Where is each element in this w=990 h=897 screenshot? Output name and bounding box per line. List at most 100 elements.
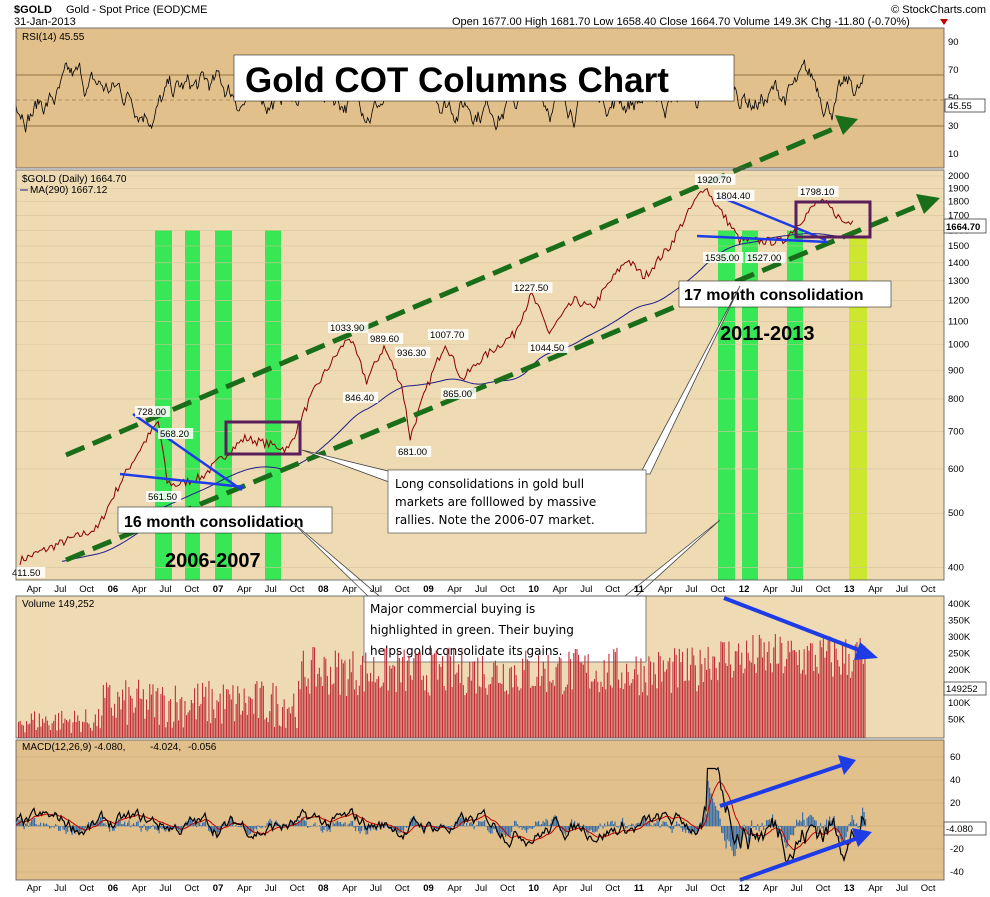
macd-histogram-bar	[359, 826, 361, 834]
volume-bar	[309, 693, 311, 738]
volume-bar	[181, 697, 183, 738]
x-label-macd: Oct	[184, 883, 199, 894]
volume-bar	[232, 685, 234, 738]
price-tick-label: 1100	[948, 316, 968, 327]
macd-histogram-bar	[29, 822, 31, 827]
volume-bar	[550, 682, 552, 738]
macd-histogram-bar	[817, 826, 819, 832]
volume-bar	[581, 662, 583, 738]
rsi-tick-label: 90	[948, 37, 959, 48]
volume-bar	[469, 662, 471, 738]
macd-histogram-bar	[493, 826, 495, 829]
volume-bar	[174, 685, 176, 738]
price-point-label: 1535.00	[705, 253, 739, 264]
callout-2-line-1: Major commercial buying is	[370, 602, 535, 616]
x-label-macd: Apr	[553, 883, 568, 894]
volume-bar	[349, 659, 351, 738]
volume-bar	[230, 699, 232, 738]
volume-bar	[675, 654, 677, 738]
volume-bar	[862, 663, 864, 738]
macd-histogram-bar	[32, 818, 34, 827]
volume-bar	[136, 688, 138, 738]
x-label-price: 07	[213, 584, 224, 595]
macd-histogram-bar	[205, 819, 207, 827]
x-label-macd: 07	[213, 883, 224, 894]
macd-histogram-bar	[229, 820, 231, 827]
volume-bar	[525, 650, 527, 738]
macd-histogram-bar	[721, 826, 723, 833]
volume-bar	[203, 696, 205, 738]
price-label: $GOLD (Daily) 1664.70	[22, 174, 127, 185]
price-point-labels: 411.50 728.00 568.20 561.50 681.00 1033.90 989…	[10, 174, 839, 579]
volume-bar	[566, 684, 568, 738]
macd-histogram-bar	[50, 826, 52, 828]
macd-histogram-bar	[790, 826, 792, 835]
x-label-price: Oct	[816, 584, 831, 595]
rsi-tick-label: 30	[948, 121, 959, 132]
x-label-price: 13	[844, 584, 855, 595]
macd-histogram-bar	[752, 826, 754, 828]
volume-bar	[443, 686, 445, 738]
macd-histogram-bar	[845, 826, 847, 838]
volume-bar	[344, 660, 346, 738]
volume-bar	[526, 659, 528, 738]
volume-bar	[486, 694, 488, 738]
volume-bar	[549, 681, 551, 738]
volume-bar	[125, 680, 127, 738]
volume-bar	[354, 689, 356, 738]
volume-bar	[483, 674, 485, 738]
macd-histogram-bar	[265, 826, 267, 828]
volume-bar	[194, 688, 196, 738]
volume-bar	[373, 657, 375, 738]
macd-histogram-bar	[344, 822, 346, 827]
x-label-price: Jul	[791, 584, 803, 595]
volume-bar	[214, 718, 216, 738]
volume-bar	[669, 657, 671, 738]
volume-tick-label: 100K	[948, 698, 971, 709]
volume-bar	[360, 664, 362, 738]
x-label-price: Oct	[290, 584, 305, 595]
macd-histogram-bar	[547, 820, 549, 827]
volume-bar	[371, 681, 373, 738]
macd-histogram-bar	[751, 820, 753, 827]
macd-histogram-bar	[680, 826, 682, 829]
volume-bar	[608, 653, 610, 738]
volume-bar	[771, 672, 773, 738]
callout-2-line-2: highlighted in green. Their buying	[370, 623, 574, 637]
macd-histogram-bar	[842, 826, 844, 843]
volume-bar	[610, 685, 612, 738]
volume-bar	[206, 721, 208, 738]
macd-histogram-bar	[491, 826, 493, 834]
macd-histogram-bar	[764, 825, 766, 827]
macd-histogram-bar	[782, 826, 784, 838]
volume-bar	[515, 675, 517, 738]
rsi-last-value-box: 45.55	[944, 98, 986, 113]
volume-bar	[522, 658, 524, 738]
macd-histogram-bar	[823, 826, 825, 834]
volume-bar	[504, 691, 506, 738]
price-point-label-bg	[10, 567, 46, 578]
macd-histogram-bar	[799, 820, 801, 827]
macd-tick-label: 20	[950, 798, 961, 809]
macd-histogram-bar	[455, 820, 457, 827]
macd-histogram-bar	[203, 821, 205, 827]
header-date: 31-Jan-2013	[14, 16, 76, 28]
volume-bar	[120, 709, 122, 738]
volume-bar	[638, 695, 640, 738]
volume-bar	[19, 720, 21, 738]
x-label-macd: Oct	[290, 883, 305, 894]
macd-histogram-bar	[46, 823, 48, 827]
macd-histogram-bar	[416, 822, 418, 827]
x-label-macd: Apr	[447, 883, 462, 894]
macd-histogram-bar	[616, 826, 618, 827]
price-point-label: 1804.40	[716, 191, 750, 202]
lower-trendline	[65, 194, 940, 563]
volume-bar	[146, 699, 148, 738]
volume-bar	[618, 679, 620, 738]
x-label-macd: Apr	[132, 883, 147, 894]
macd-histogram-bar	[37, 825, 39, 827]
macd-histogram-bar	[829, 816, 831, 827]
volume-bar	[250, 697, 252, 738]
macd-histogram-bar	[307, 826, 309, 828]
macd-histogram-bar	[793, 826, 795, 836]
